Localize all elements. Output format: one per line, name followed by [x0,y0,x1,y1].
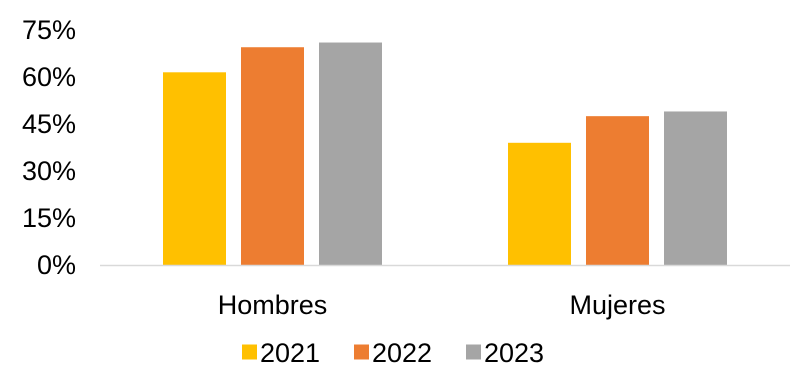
bar-2023-hombres [319,42,382,266]
legend-swatch-2022 [354,344,369,360]
y-tick-label: 0% [37,250,76,280]
bar-2021-hombres [163,72,226,265]
bars [163,42,727,266]
legend-label-2023: 2023 [484,338,544,368]
y-tick-label: 45% [22,109,76,139]
bar-2023-mujeres [664,111,727,265]
y-tick-label: 75% [22,15,76,45]
y-tick-label: 15% [22,203,76,233]
bar-2022-hombres [241,47,304,265]
legend: 2021 2022 2023 [242,338,544,368]
y-tick-label: 30% [22,156,76,186]
bar-2021-mujeres [508,142,571,265]
category-labels: Hombres Mujeres [218,290,666,320]
legend-label-2021: 2021 [260,338,320,368]
category-label: Hombres [218,290,328,320]
y-tick-label: 60% [22,62,76,92]
legend-swatch-2023 [466,344,481,360]
legend-label-2022: 2022 [372,338,432,368]
category-label: Mujeres [569,290,665,320]
legend-swatch-2021 [242,344,257,360]
bar-2022-mujeres [586,116,649,266]
y-axis-tick-labels: 0% 15% 30% 45% 60% 75% [22,15,76,280]
